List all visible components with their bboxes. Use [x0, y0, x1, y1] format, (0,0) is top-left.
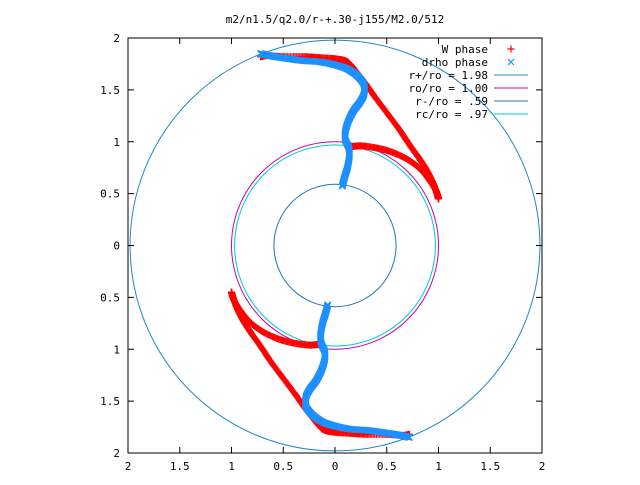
y-tick-label-5: 0.5 — [100, 188, 120, 201]
y-tick-label-3: 0.5 — [100, 291, 120, 304]
plot-area — [129, 39, 541, 452]
circle-3 — [234, 144, 436, 347]
legend-marker-0 — [507, 45, 515, 53]
legend-label-4: r-/ro = .59 — [415, 95, 488, 108]
y-tick-label-7: 1.5 — [100, 84, 120, 97]
x-tick-label-0: 2 — [125, 460, 132, 473]
drho-phase-point-561 — [406, 434, 413, 441]
x-tick-label-8: 2 — [539, 460, 546, 473]
legend-label-0: W phase — [442, 43, 488, 56]
x-tick-label-3: 0.5 — [273, 460, 293, 473]
legend-label-2: r+/ro = 1.98 — [409, 69, 488, 82]
x-tick-label-2: 1 — [228, 460, 235, 473]
x-tick-label-7: 1.5 — [480, 460, 500, 473]
y-tick-label-4: 0 — [113, 240, 120, 253]
x-tick-label-1: 1.5 — [170, 460, 190, 473]
x-tick-label-6: 1 — [435, 460, 442, 473]
legend-label-3: ro/ro = 1.00 — [409, 82, 488, 95]
x-tick-label-4: 0 — [332, 460, 339, 473]
circle-1 — [231, 141, 439, 350]
y-tick-label-6: 1 — [113, 136, 120, 149]
y-tick-label-1: 1.5 — [100, 395, 120, 408]
axes: 2 1.5 1 0.5 0 0.5 1 1.5 221.510.500.511.52 — [100, 32, 545, 473]
y-tick-label-0: 2 — [113, 447, 120, 460]
legend-marker-1 — [507, 58, 515, 66]
y-tick-label-8: 2 — [113, 32, 120, 45]
legend-label-5: rc/ro = .97 — [415, 108, 488, 121]
circle-2 — [273, 183, 397, 308]
series-1 — [257, 50, 413, 441]
drho-phase-point-280 — [257, 50, 264, 57]
legend-label-1: drho phase — [422, 56, 488, 69]
y-tick-label-2: 1 — [113, 343, 120, 356]
chart-title: m2/n1.5/q2.0/r-+.30-j155/M2.0/512 — [226, 13, 445, 26]
series-0 — [227, 52, 443, 439]
x-tick-label-5: 0.5 — [377, 460, 397, 473]
